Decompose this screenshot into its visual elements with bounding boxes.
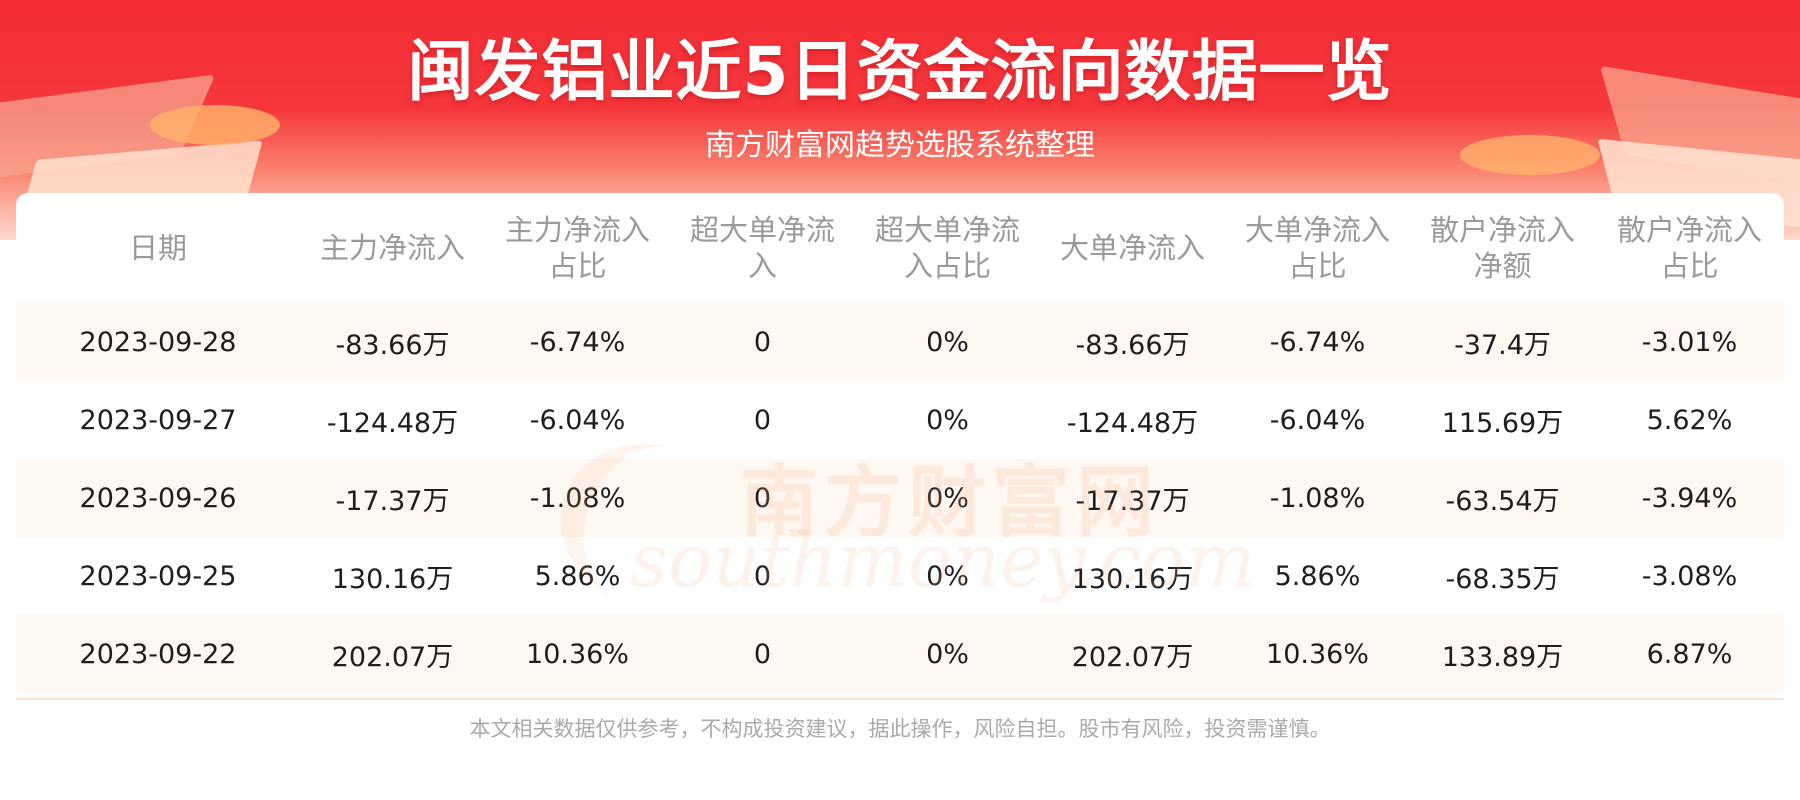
data-table: 日期 主力净流入 主力净流入 占比 超大单净流 入 超大单净流 入占比 大单净流…: [16, 193, 1784, 700]
table-cell: -124.48万: [326, 407, 459, 439]
table-cell: 202.07万: [1071, 641, 1194, 673]
table-cell: 115.69万: [1441, 407, 1564, 439]
table-row: 2023-09-26 -17.37万 -1.08% 0 0% -17.37万 -…: [16, 459, 1784, 537]
column-header: 主力净流入 占比: [504, 213, 650, 283]
disclaimer-text: 本文相关数据仅供参考，不构成投资建议，据此操作，风险自担。股市有风险，投资需谨慎…: [469, 717, 1331, 741]
column-header: 散户净流入 净额: [1429, 213, 1575, 283]
table-cell: 10.36%: [526, 638, 629, 670]
table-cell: 2023-09-25: [79, 560, 237, 592]
table-cell: 2023-09-22: [79, 638, 237, 670]
table-cell: 0%: [926, 404, 969, 436]
table-cell: -6.74%: [1269, 326, 1366, 358]
column-header: 主力净流入: [319, 231, 465, 265]
table-cell: -63.54万: [1445, 485, 1560, 517]
table-cell: -37.4万: [1454, 329, 1551, 361]
table-row: 2023-09-27 -124.48万 -6.04% 0 0% -124.48万…: [16, 381, 1784, 459]
table-cell: 0%: [926, 482, 969, 514]
table-cell: 6.87%: [1646, 638, 1733, 670]
table-cell: 0: [753, 326, 772, 358]
table-cell: -83.66万: [335, 329, 450, 361]
table-cell: -124.48万: [1066, 407, 1199, 439]
table-cell: 0%: [926, 560, 969, 592]
table-cell: 0: [753, 560, 772, 592]
table-cell: -6.74%: [529, 326, 626, 358]
table-cell: -68.35万: [1445, 563, 1560, 595]
table-row: 2023-09-25 130.16万 5.86% 0 0% 130.16万 5.…: [16, 537, 1784, 615]
table-cell: -17.37万: [1075, 485, 1190, 517]
table-cell: 0: [753, 404, 772, 436]
table-cell: -17.37万: [335, 485, 450, 517]
column-header: 超大单净流 入占比: [874, 213, 1020, 283]
page-subtitle: 南方财富网趋势选股系统整理: [705, 128, 1095, 163]
table-cell: 5.86%: [534, 560, 621, 592]
table-row: 2023-09-28 -83.66万 -6.74% 0 0% -83.66万 -…: [16, 303, 1784, 381]
table-cell: 0%: [926, 326, 969, 358]
table-cell: -6.04%: [529, 404, 626, 436]
table-cell: 0%: [926, 638, 969, 670]
decor-coin: [150, 105, 280, 145]
table-cell: -3.01%: [1641, 326, 1738, 358]
table-row: 2023-09-22 202.07万 10.36% 0 0% 202.07万 1…: [16, 615, 1784, 693]
table-cell: -83.66万: [1075, 329, 1190, 361]
table-cell: 0: [753, 638, 772, 670]
column-header: 大单净流入 占比: [1244, 213, 1390, 283]
page-title: 闽发铝业近5日资金流向数据一览: [407, 33, 1393, 110]
table-cell: 202.07万: [331, 641, 454, 673]
table-cell: 10.36%: [1266, 638, 1369, 670]
table-cell: -3.08%: [1641, 560, 1738, 592]
column-header: 大单净流入: [1059, 231, 1205, 265]
table-cell: -1.08%: [529, 482, 626, 514]
decor-coin: [1460, 135, 1600, 175]
table-cell: 0: [753, 482, 772, 514]
table-cell: 5.86%: [1274, 560, 1361, 592]
table-cell: 130.16万: [331, 563, 454, 595]
table-cell: 133.89万: [1441, 641, 1564, 673]
table-cell: -6.04%: [1269, 404, 1366, 436]
table-cell: 2023-09-27: [79, 404, 237, 436]
column-header: 超大单净流 入: [689, 213, 835, 283]
table-cell: 2023-09-28: [79, 326, 237, 358]
table-cell: -1.08%: [1269, 482, 1366, 514]
column-header: 散户净流入 占比: [1616, 213, 1762, 283]
table-cell: 130.16万: [1071, 563, 1194, 595]
table-cell: 5.62%: [1646, 404, 1733, 436]
table-header: 日期 主力净流入 主力净流入 占比 超大单净流 入 超大单净流 入占比 大单净流…: [16, 193, 1784, 303]
table-cell: 2023-09-26: [79, 482, 237, 514]
table-cell: -3.94%: [1641, 482, 1738, 514]
column-header: 日期: [128, 231, 187, 265]
